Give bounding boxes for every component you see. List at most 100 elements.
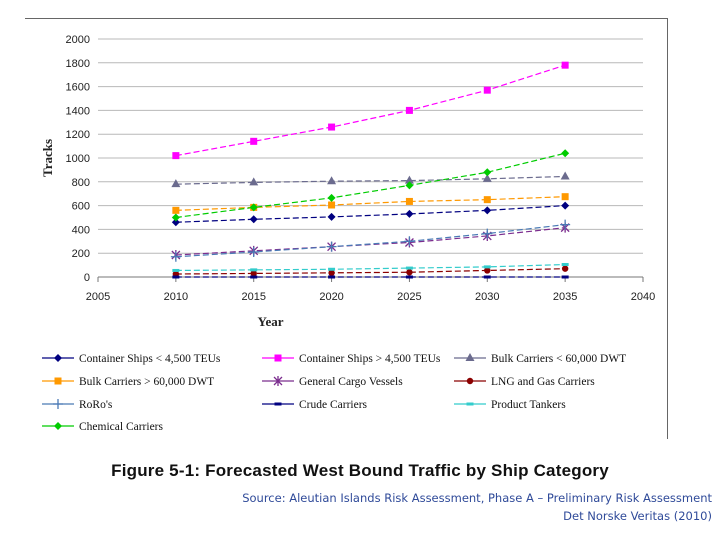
- data-point: [171, 218, 180, 227]
- series-2: [171, 171, 570, 188]
- legend-marker: [54, 422, 62, 430]
- data-point: [560, 219, 571, 230]
- data-point: [326, 241, 337, 252]
- x-tick-label: 2010: [164, 291, 188, 303]
- legend-marker: [273, 376, 283, 386]
- data-point: [405, 106, 413, 114]
- legend-marker: [53, 399, 63, 409]
- data-point: [172, 152, 180, 160]
- series-9: [171, 149, 570, 222]
- legend-label: Chemical Carriers: [79, 421, 164, 433]
- y-tick-label: 1400: [66, 105, 90, 117]
- y-tick-label: 200: [72, 248, 90, 260]
- data-point: [327, 193, 336, 202]
- series-line: [175, 227, 566, 256]
- data-point: [561, 61, 569, 69]
- data-point: [248, 247, 259, 258]
- data-point: [561, 265, 569, 272]
- series-1: [172, 61, 569, 160]
- x-axis-label: Year: [258, 314, 284, 329]
- data-point: [482, 228, 493, 239]
- source-line-2: Det Norske Veritas (2010): [563, 509, 712, 523]
- legend-label: RoRo's: [79, 399, 113, 411]
- data-point: [483, 206, 492, 215]
- data-point: [561, 193, 569, 201]
- data-point: [404, 175, 414, 184]
- series-8: [172, 263, 569, 272]
- data-point: [561, 275, 569, 279]
- data-point: [249, 215, 258, 224]
- data-point: [249, 203, 258, 212]
- data-point: [405, 275, 413, 279]
- series-line: [175, 268, 566, 275]
- legend-label: Container Ships > 4,500 TEUs: [299, 353, 441, 365]
- series-6: [170, 219, 571, 262]
- data-point: [405, 266, 413, 270]
- legend-label: Bulk Carriers < 60,000 DWT: [491, 353, 626, 365]
- x-tick-label: 2015: [241, 291, 265, 303]
- data-point: [328, 201, 336, 209]
- y-tick-label: 400: [72, 224, 90, 236]
- y-tick-label: 800: [72, 177, 90, 189]
- data-point: [250, 137, 258, 145]
- data-point: [250, 268, 258, 272]
- legend-marker: [465, 353, 475, 361]
- y-tick-label: 1800: [66, 58, 90, 70]
- data-point: [406, 269, 413, 276]
- y-tick-label: 1000: [66, 153, 90, 165]
- data-point: [482, 173, 492, 182]
- data-point: [249, 177, 259, 186]
- series-line: [175, 205, 566, 223]
- series-7: [172, 275, 569, 279]
- legend-item: Bulk Carriers > 60,000 DWT: [42, 376, 214, 388]
- legend-item: Crude Carriers: [262, 399, 368, 411]
- x-tick-label: 2005: [86, 291, 110, 303]
- legend-item: RoRo's: [42, 399, 113, 411]
- data-point: [250, 270, 257, 277]
- series-line: [175, 175, 566, 185]
- data-point: [561, 149, 570, 158]
- legend: Container Ships < 4,500 TEUs Container Sh…: [42, 353, 626, 433]
- x-tick-label: 2030: [475, 291, 499, 303]
- y-tick-label: 2000: [66, 34, 90, 46]
- data-point: [171, 213, 180, 222]
- legend-item: Container Ships < 4,500 TEUs: [42, 353, 221, 365]
- x-tick-label: 2020: [319, 291, 343, 303]
- x-tick-label: 2025: [397, 291, 421, 303]
- series-0: [171, 201, 570, 227]
- legend-label: Bulk Carriers > 60,000 DWT: [79, 376, 214, 388]
- data-point: [172, 275, 180, 279]
- series-4: [171, 222, 570, 260]
- data-point: [172, 206, 180, 214]
- series-line: [175, 152, 566, 219]
- legend-item: Chemical Carriers: [42, 421, 164, 433]
- legend-marker: [274, 402, 282, 406]
- legend-marker: [274, 354, 282, 362]
- data-point: [483, 168, 492, 177]
- data-point: [171, 179, 181, 188]
- legend-label: Crude Carriers: [299, 399, 368, 411]
- data-point: [483, 86, 491, 94]
- data-point: [328, 275, 336, 279]
- data-point: [328, 269, 335, 277]
- y-tick-label: 1200: [66, 129, 90, 141]
- legend-marker: [466, 402, 474, 406]
- legend-marker: [54, 354, 62, 362]
- legend-item: LNG and Gas Carriers: [454, 376, 595, 388]
- data-point: [405, 209, 414, 218]
- legend-label: LNG and Gas Carriers: [491, 376, 595, 388]
- data-point: [250, 275, 258, 279]
- legend-label: Container Ships < 4,500 TEUs: [79, 353, 221, 365]
- legend-item: Product Tankers: [454, 399, 566, 411]
- chart: 0 200 400 600 800 1000 1200 1400 1600 1800 2000 200…: [40, 34, 655, 433]
- data-point: [405, 197, 413, 205]
- data-point: [404, 236, 415, 247]
- series-5: [172, 265, 569, 278]
- data-point: [561, 201, 570, 210]
- data-point: [328, 123, 336, 131]
- legend-item: Container Ships > 4,500 TEUs: [262, 353, 441, 365]
- figure-frame: [25, 18, 668, 439]
- y-tick-label: 600: [72, 201, 90, 213]
- series-line: [175, 196, 566, 211]
- data-point: [483, 196, 491, 204]
